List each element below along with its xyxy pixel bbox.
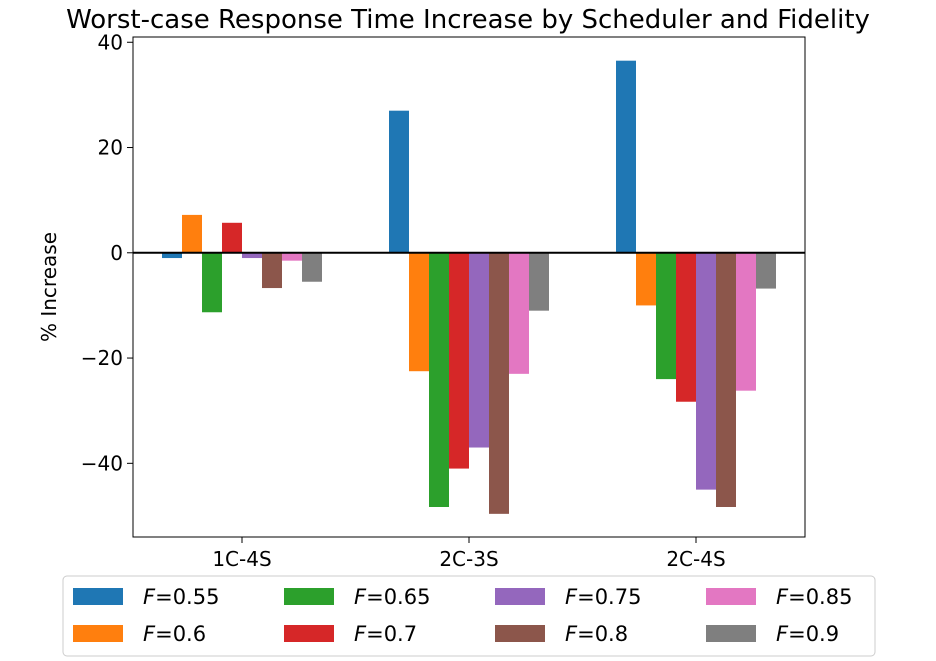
bar — [736, 252, 756, 391]
bar — [636, 252, 656, 306]
legend-swatch — [284, 625, 334, 642]
bar — [529, 252, 549, 311]
y-tick-label: −40 — [81, 451, 123, 475]
bar — [202, 252, 222, 313]
bar — [489, 252, 509, 514]
legend-box — [62, 575, 876, 657]
legend-swatch — [495, 588, 545, 605]
legend-label: F=0.65 — [354, 585, 430, 609]
legend-label: F=0.7 — [354, 622, 417, 646]
legend-label: F=0.6 — [143, 622, 206, 646]
bar — [469, 252, 489, 448]
bar — [696, 252, 716, 490]
x-tick-label: 2C-3S — [439, 547, 498, 571]
legend-swatch — [73, 625, 123, 642]
bar — [242, 252, 262, 259]
y-tick-label: 40 — [98, 30, 123, 54]
bar — [389, 110, 409, 253]
x-axis: 1C-4S 2C-3S 2C-4S — [212, 537, 726, 571]
bar — [756, 252, 776, 289]
x-tick-label: 2C-4S — [666, 547, 725, 571]
bar — [429, 252, 449, 507]
bar — [449, 252, 469, 469]
chart-title: Worst-case Response Time Increase by Sch… — [66, 5, 870, 35]
bar — [282, 252, 302, 261]
bar — [262, 252, 282, 289]
legend-swatch — [706, 588, 756, 605]
y-axis-label: % Increase — [37, 232, 61, 342]
bar — [162, 252, 182, 259]
legend-swatch — [73, 588, 123, 605]
bar — [676, 252, 696, 402]
bar — [616, 60, 636, 253]
bar — [716, 252, 736, 507]
bar — [222, 222, 242, 253]
legend-swatch — [495, 625, 545, 642]
bar — [656, 252, 676, 380]
legend-swatch — [706, 625, 756, 642]
x-tick-label: 1C-4S — [212, 547, 271, 571]
bars-group — [162, 60, 776, 514]
legend-label: F=0.8 — [565, 622, 628, 646]
legend: F=0.55 F=0.6 F=0.65 F=0.7 F=0.75 F=0.8 F=0.85 F… — [62, 575, 876, 657]
bar — [409, 252, 429, 372]
bar — [302, 252, 322, 282]
legend-label: F=0.9 — [776, 622, 839, 646]
legend-label: F=0.55 — [143, 585, 219, 609]
y-axis: −40 −20 0 20 40 — [81, 30, 133, 475]
bar — [509, 252, 529, 374]
y-tick-label: 0 — [110, 241, 123, 265]
bar — [182, 214, 202, 253]
legend-label: F=0.75 — [565, 585, 641, 609]
y-tick-label: 20 — [98, 136, 123, 160]
legend-swatch — [284, 588, 334, 605]
legend-label: F=0.85 — [776, 585, 852, 609]
y-tick-label: −20 — [81, 346, 123, 370]
